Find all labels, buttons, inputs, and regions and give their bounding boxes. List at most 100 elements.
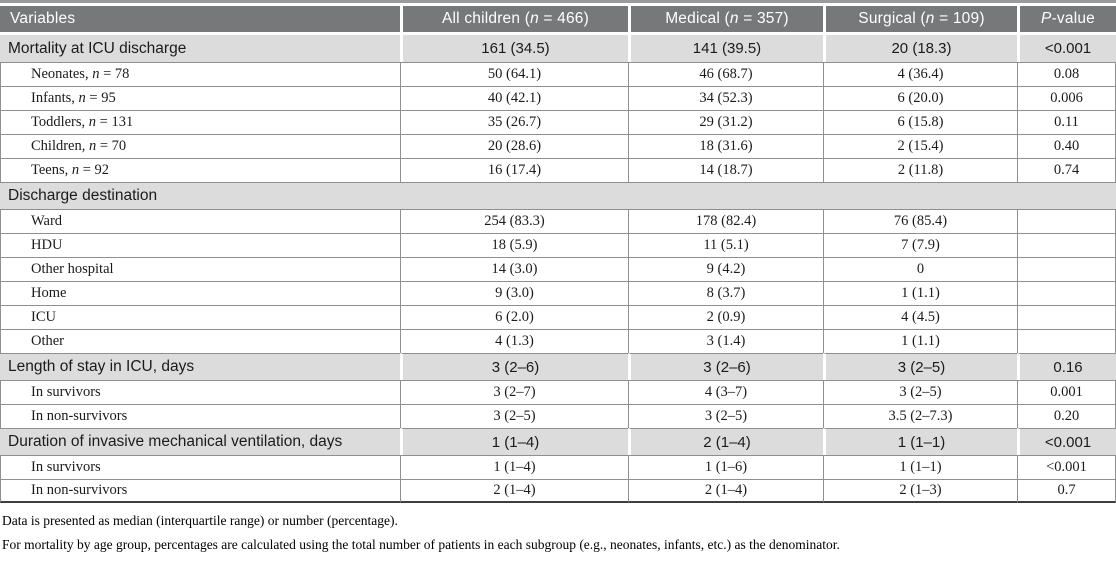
table-row: Other hospital 14 (3.0) 9 (4.2) 0 [0, 257, 1116, 281]
value-cell-medical: 29 (31.2) [628, 110, 823, 134]
row-label-cell: Other hospital [0, 257, 400, 281]
pvalue-cell: 0.001 [1017, 380, 1116, 404]
section-span-row: Discharge destination [0, 182, 1116, 209]
value-cell-medical: 34 (52.3) [628, 86, 823, 110]
pvalue-cell: 0.7 [1017, 479, 1116, 503]
table-row: ICU 6 (2.0) 2 (0.9) 4 (4.5) [0, 305, 1116, 329]
row-label: In survivors [31, 384, 101, 400]
pvalue-cell [1017, 329, 1116, 353]
table-row: In survivors 1 (1–4) 1 (1–6) 1 (1–1) <0.… [0, 455, 1116, 479]
row-label-cell: ICU [0, 305, 400, 329]
pvalue-cell [1017, 305, 1116, 329]
footnotes: Data is presented as median (interquarti… [0, 512, 1116, 555]
value-cell-medical: 2 (0.9) [628, 305, 823, 329]
row-label: In non-survivors [31, 482, 128, 498]
row-label: In survivors [31, 459, 101, 475]
value-cell-medical: 178 (82.4) [628, 209, 823, 233]
value-cell-all-children: 254 (83.3) [400, 209, 628, 233]
value-cell-surgical: 6 (15.8) [823, 110, 1017, 134]
header-label: Variables [10, 10, 76, 27]
row-label-suffix: = 78 [99, 66, 130, 82]
value-cell-surgical: 3 (2–5) [823, 380, 1017, 404]
value-cell-medical: 14 (18.7) [628, 158, 823, 182]
row-label: HDU [31, 237, 63, 253]
header-label-italic: n [729, 10, 739, 27]
header-row: Variables All children (n = 466) Medical… [0, 6, 1116, 35]
header-label-suffix: = 109) [934, 10, 985, 27]
row-label: In non-survivors [31, 408, 128, 424]
row-label-cell: In survivors [0, 455, 400, 479]
table-row: Teens, n = 92 16 (17.4) 14 (18.7) 2 (11.… [0, 158, 1116, 182]
row-label-italic: n [89, 138, 97, 154]
row-label: Toddlers, [31, 114, 89, 130]
pvalue-cell: 0.006 [1017, 86, 1116, 110]
row-label: Infants, [31, 90, 79, 106]
row-label-cell: Other [0, 329, 400, 353]
value-cell-medical: 1 (1–6) [628, 455, 823, 479]
value-cell-all-children: 2 (1–4) [400, 479, 628, 503]
row-label-cell: Home [0, 281, 400, 305]
row-label-italic: n [88, 114, 97, 130]
pvalue-cell: 0.08 [1017, 62, 1116, 86]
section-row: Duration of invasive mechanical ventilat… [0, 428, 1116, 455]
value-cell-medical: 2 (1–4) [628, 479, 823, 503]
section-label-cell: Duration of invasive mechanical ventilat… [0, 428, 400, 455]
row-label: ICU [31, 309, 56, 325]
value-cell-surgical: 2 (15.4) [823, 134, 1017, 158]
section-label-cell: Mortality at ICU discharge [0, 35, 400, 62]
row-label-cell: Teens, n = 92 [0, 158, 400, 182]
header-label: Surgical ( [858, 10, 926, 27]
value-cell-surgical: 7 (7.9) [823, 233, 1017, 257]
section-label: Mortality at ICU discharge [8, 39, 187, 57]
value-cell-medical: 46 (68.7) [628, 62, 823, 86]
row-label-cell: Ward [0, 209, 400, 233]
column-header-all-children: All children (n = 466) [400, 6, 628, 35]
value-cell-all-children: 14 (3.0) [400, 257, 628, 281]
table-row: In non-survivors 2 (1–4) 2 (1–4) 2 (1–3)… [0, 479, 1116, 503]
header-label-suffix: -value [1051, 10, 1095, 27]
value-cell-surgical: 3.5 (2–7.3) [823, 404, 1017, 428]
row-label-italic: n [71, 162, 80, 178]
header-label-italic: n [925, 10, 935, 27]
pvalue-cell [1017, 257, 1116, 281]
value-cell-all-children: 16 (17.4) [400, 158, 628, 182]
row-label-cell: Children, n = 70 [0, 134, 400, 158]
value-cell-medical: 141 (39.5) [628, 35, 823, 62]
value-cell-all-children: 40 (42.1) [400, 86, 628, 110]
pvalue-cell: <0.001 [1017, 428, 1116, 455]
table-header: Variables All children (n = 466) Medical… [0, 6, 1116, 35]
row-label-cell: Neonates, n = 78 [0, 62, 400, 86]
table-row: Infants, n = 95 40 (42.1) 34 (52.3) 6 (2… [0, 86, 1116, 110]
value-cell-all-children: 1 (1–4) [400, 428, 628, 455]
row-label-suffix: = 131 [96, 114, 134, 130]
value-cell-surgical: 0 [823, 257, 1017, 281]
value-cell-all-children: 35 (26.7) [400, 110, 628, 134]
value-cell-medical: 3 (2–6) [628, 353, 823, 380]
header-label-italic: P [1041, 10, 1052, 27]
header-label: All children ( [441, 10, 531, 27]
header-label-italic: n [530, 10, 539, 27]
section-row: Mortality at ICU discharge 161 (34.5) 14… [0, 35, 1116, 62]
table-row: Other 4 (1.3) 3 (1.4) 1 (1.1) [0, 329, 1116, 353]
table-row: Toddlers, n = 131 35 (26.7) 29 (31.2) 6 … [0, 110, 1116, 134]
value-cell-medical: 2 (1–4) [628, 428, 823, 455]
pvalue-cell [1017, 281, 1116, 305]
value-cell-all-children: 3 (2–6) [400, 353, 628, 380]
section-row: Length of stay in ICU, days 3 (2–6) 3 (2… [0, 353, 1116, 380]
table-row: Home 9 (3.0) 8 (3.7) 1 (1.1) [0, 281, 1116, 305]
table-row: Neonates, n = 78 50 (64.1) 46 (68.7) 4 (… [0, 62, 1116, 86]
column-header-variables: Variables [0, 6, 400, 35]
row-label-cell: HDU [0, 233, 400, 257]
row-label-italic: n [92, 66, 100, 82]
pvalue-cell: 0.74 [1017, 158, 1116, 182]
value-cell-surgical: 1 (1.1) [823, 281, 1017, 305]
row-label-cell: In survivors [0, 380, 400, 404]
value-cell-all-children: 20 (28.6) [400, 134, 628, 158]
row-label: Ward [31, 213, 63, 229]
row-label-cell: In non-survivors [0, 479, 400, 503]
pvalue-cell: 0.16 [1017, 353, 1116, 380]
value-cell-surgical: 1 (1–1) [823, 455, 1017, 479]
value-cell-all-children: 50 (64.1) [400, 62, 628, 86]
value-cell-surgical: 1 (1–1) [823, 428, 1017, 455]
